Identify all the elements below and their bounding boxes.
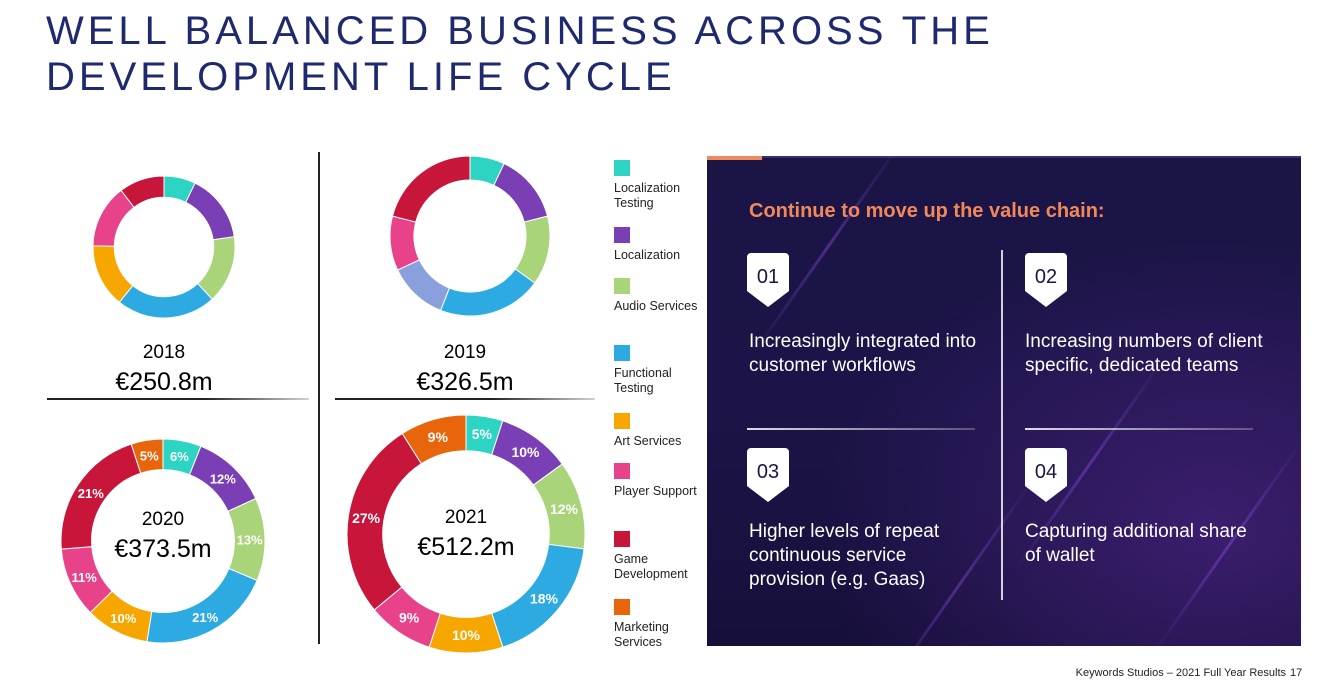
legend-swatch [614,227,630,243]
legend-item: Art Services [614,413,709,449]
number-badge-icon [747,253,789,307]
data-label: 18% [530,590,559,606]
revenue-total: €250.8m [115,368,213,396]
data-label: 9% [428,429,449,445]
item-number: 03 [756,461,780,483]
number-badge-icon [747,448,789,502]
donut-segment-functional-testing [118,282,213,319]
donut-segment-player-support [389,215,420,271]
year-label: 2021 [444,507,488,528]
item-number: 04 [1034,461,1058,483]
data-label: 21% [192,610,218,625]
legend-swatch [614,278,630,294]
legend-label: Localization [614,248,681,262]
revenue-total: €373.5m [114,535,212,563]
legend-swatch [614,463,630,479]
data-label: 12% [210,471,236,486]
legend-item: Functional Testing [614,345,709,396]
donut-label-2021: 2021 €512.2m [386,507,546,562]
legend-item: Marketing Services [614,599,709,650]
data-label: 6% [170,449,189,464]
legend-label: Player Support [614,484,697,498]
panel-divider [747,428,975,430]
item-text: Higher levels of repeat continuous servi… [749,521,940,590]
legend-label: Functional Testing [614,366,672,395]
divider-right [335,398,595,400]
data-label: 5% [472,426,493,442]
legend-item: Audio Services [614,278,709,314]
revenue-total: €326.5m [416,368,514,396]
panel-vertical-divider [1001,250,1003,600]
revenue-total: €512.2m [417,533,515,561]
data-label: 5% [140,448,159,463]
data-label: 21% [78,486,104,501]
panel-top-line [762,156,1301,158]
data-label: 10% [511,444,540,460]
donut-label-2019: 2019 €326.5m [385,342,545,397]
legend-item: Localization Testing [614,160,709,211]
year-label: 2020 [141,509,185,530]
donut-chart-2018 [92,175,236,319]
legend-swatch [614,160,630,176]
divider-vertical [318,152,320,644]
data-label: 10% [110,611,136,626]
divider-left [47,398,309,400]
legend-label: Art Services [614,434,682,448]
donut-label-2020: 2020 €373.5m [83,509,243,564]
legend-item: Localization [614,227,709,263]
panel-accent-bar [707,156,762,160]
legend-label: Game Development [614,552,688,581]
donut-segment-localization [185,182,235,241]
year-label: 2019 [443,342,487,363]
donut-segment-functional-testing [439,268,536,317]
page-title: WELL BALANCED BUSINESS ACROSS THE DEVELO… [46,8,994,100]
number-badge-icon [1025,448,1067,502]
donut-segment-game-development [120,175,165,209]
data-label: 9% [399,610,420,626]
legend-swatch [614,531,630,547]
legend-swatch [614,413,630,429]
donut-segment-marketing-services [401,414,467,465]
donut-label-2018: 2018 €250.8m [84,342,244,397]
legend-label: Marketing Services [614,620,669,649]
data-label: 13% [237,533,263,548]
footer-text: Keywords Studios – 2021 Full Year Result… [1075,667,1286,679]
legend-swatch [614,345,630,361]
donut-segment-functional-testing [146,567,258,644]
donut-segment-localization [493,162,549,223]
page-number: 17 [1290,667,1303,679]
donut-segment-segment [396,259,451,312]
donut-segment-game-development [391,155,471,223]
donut-chart-2019 [389,155,551,317]
title-line-2: DEVELOPMENT LIFE CYCLE [46,55,676,99]
legend-label: Audio Services [614,299,698,313]
data-label: 11% [71,570,97,585]
item-number: 02 [1034,266,1058,288]
item-text: Increasingly integrated into customer wo… [749,331,977,376]
panel-divider [1025,428,1253,430]
value-chain-panel: Continue to move up the value chain: 01 … [707,156,1301,646]
donut-chart-2020: 6% 12% 13% 21% 10% 11% 21% 5% [60,438,266,644]
donut-segment-art-services [92,245,134,303]
legend-item: Player Support [614,463,709,499]
legend-item: Game Development [614,531,709,582]
data-label: 27% [352,510,381,526]
title-line-1: WELL BALANCED BUSINESS ACROSS THE [46,9,994,53]
donut-chart-2021: 5% 10% 12% 18% 10% 9% 27% 9% [346,414,586,654]
panel-heading: Continue to move up the value chain: [749,200,1105,222]
legend-swatch [614,599,630,615]
donut-segment-marketing-services [130,438,164,474]
year-label: 2018 [142,342,186,363]
data-label: 10% [452,627,481,643]
data-label: 12% [550,501,579,517]
item-number: 01 [756,266,780,288]
number-badge-icon [1025,253,1067,307]
legend-label: Localization Testing [614,181,681,210]
item-text: Increasing numbers of client specific, d… [1025,331,1263,376]
item-text: Capturing additional share of wallet [1025,521,1247,566]
